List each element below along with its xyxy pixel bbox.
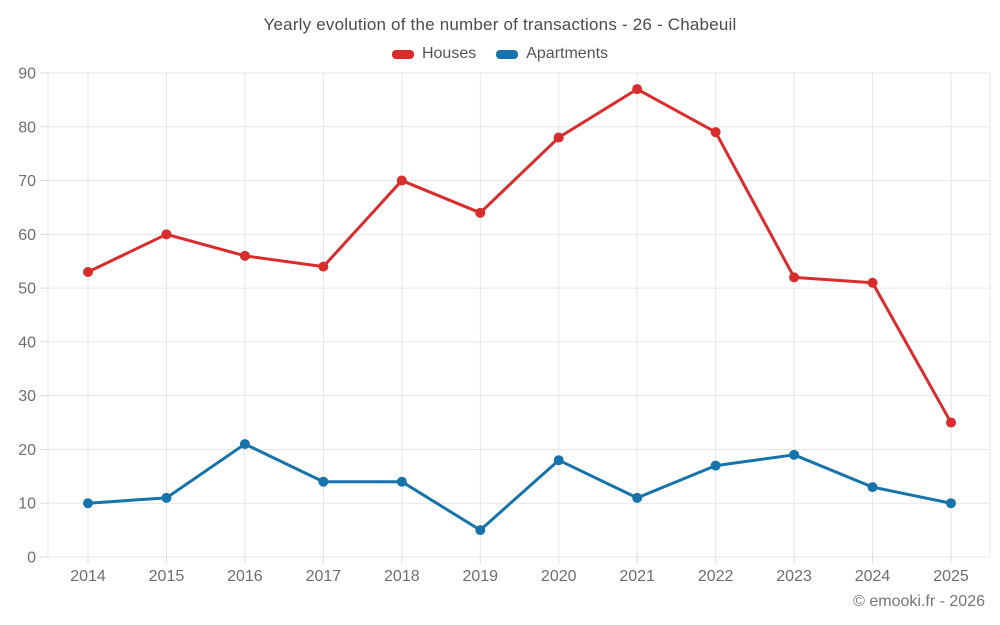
x-axis-tick-label: 2015	[149, 568, 185, 585]
data-point-houses-2024[interactable]	[867, 277, 878, 288]
legend-item-apartments[interactable]: Apartments	[496, 45, 608, 63]
data-point-apartments-2018[interactable]	[396, 476, 407, 487]
chart-legend: Houses Apartments	[0, 45, 1000, 63]
data-point-houses-2022[interactable]	[710, 127, 721, 138]
data-point-houses-2019[interactable]	[475, 207, 486, 218]
legend-label-houses: Houses	[421, 45, 477, 62]
data-point-apartments-2025[interactable]	[946, 498, 956, 509]
x-axis-tick-label: 2014	[70, 568, 106, 585]
data-point-apartments-2017[interactable]	[318, 476, 329, 487]
data-point-houses-2015[interactable]	[161, 229, 172, 240]
y-axis-tick-label: 0	[27, 550, 36, 567]
x-axis-tick-label: 2025	[933, 568, 969, 585]
data-point-houses-2018[interactable]	[396, 175, 407, 186]
y-axis-tick-label: 10	[18, 496, 36, 513]
data-point-apartments-2024[interactable]	[867, 482, 878, 493]
y-axis-tick-label: 30	[18, 388, 36, 405]
x-axis-tick-label: 2018	[384, 568, 420, 585]
legend-item-houses[interactable]: Houses	[391, 45, 477, 63]
x-axis-tick-label: 2019	[462, 568, 498, 585]
x-axis-tick-label: 2024	[855, 568, 891, 585]
y-axis-tick-label: 40	[18, 334, 36, 351]
data-point-houses-2021[interactable]	[632, 84, 643, 95]
y-axis-tick-label: 50	[18, 281, 36, 298]
apartments-swatch-icon	[496, 49, 519, 59]
x-axis-tick-label: 2023	[776, 568, 812, 585]
x-axis-tick-label: 2020	[541, 568, 577, 585]
data-point-houses-2014[interactable]	[83, 266, 93, 277]
y-axis-tick-label: 90	[18, 66, 36, 83]
data-point-apartments-2014[interactable]	[83, 498, 93, 509]
data-point-houses-2023[interactable]	[789, 272, 800, 283]
data-point-apartments-2020[interactable]	[553, 455, 564, 466]
data-point-apartments-2016[interactable]	[239, 439, 250, 450]
data-point-apartments-2021[interactable]	[632, 492, 643, 503]
data-point-houses-2017[interactable]	[318, 261, 329, 272]
y-axis-tick-label: 20	[18, 442, 36, 459]
data-point-houses-2020[interactable]	[553, 132, 564, 143]
houses-swatch-icon	[391, 49, 414, 59]
legend-label-apartments: Apartments	[526, 45, 609, 62]
data-point-houses-2016[interactable]	[239, 250, 250, 261]
x-axis-tick-label: 2022	[698, 568, 734, 585]
data-point-apartments-2022[interactable]	[710, 460, 721, 471]
data-point-houses-2025[interactable]	[946, 417, 956, 428]
data-point-apartments-2019[interactable]	[475, 525, 486, 536]
chart-title: Yearly evolution of the number of transa…	[263, 15, 737, 34]
y-axis-tick-label: 70	[18, 173, 36, 190]
copyright-credit: © emooki.fr - 2026	[853, 593, 985, 610]
y-axis-tick-label: 60	[18, 227, 36, 244]
data-point-apartments-2023[interactable]	[789, 449, 800, 460]
x-axis-tick-label: 2016	[227, 568, 263, 585]
data-point-apartments-2015[interactable]	[161, 492, 172, 503]
y-axis-tick-label: 80	[18, 119, 36, 136]
x-axis-tick-label: 2017	[306, 568, 342, 585]
x-axis-tick-label: 2021	[619, 568, 655, 585]
